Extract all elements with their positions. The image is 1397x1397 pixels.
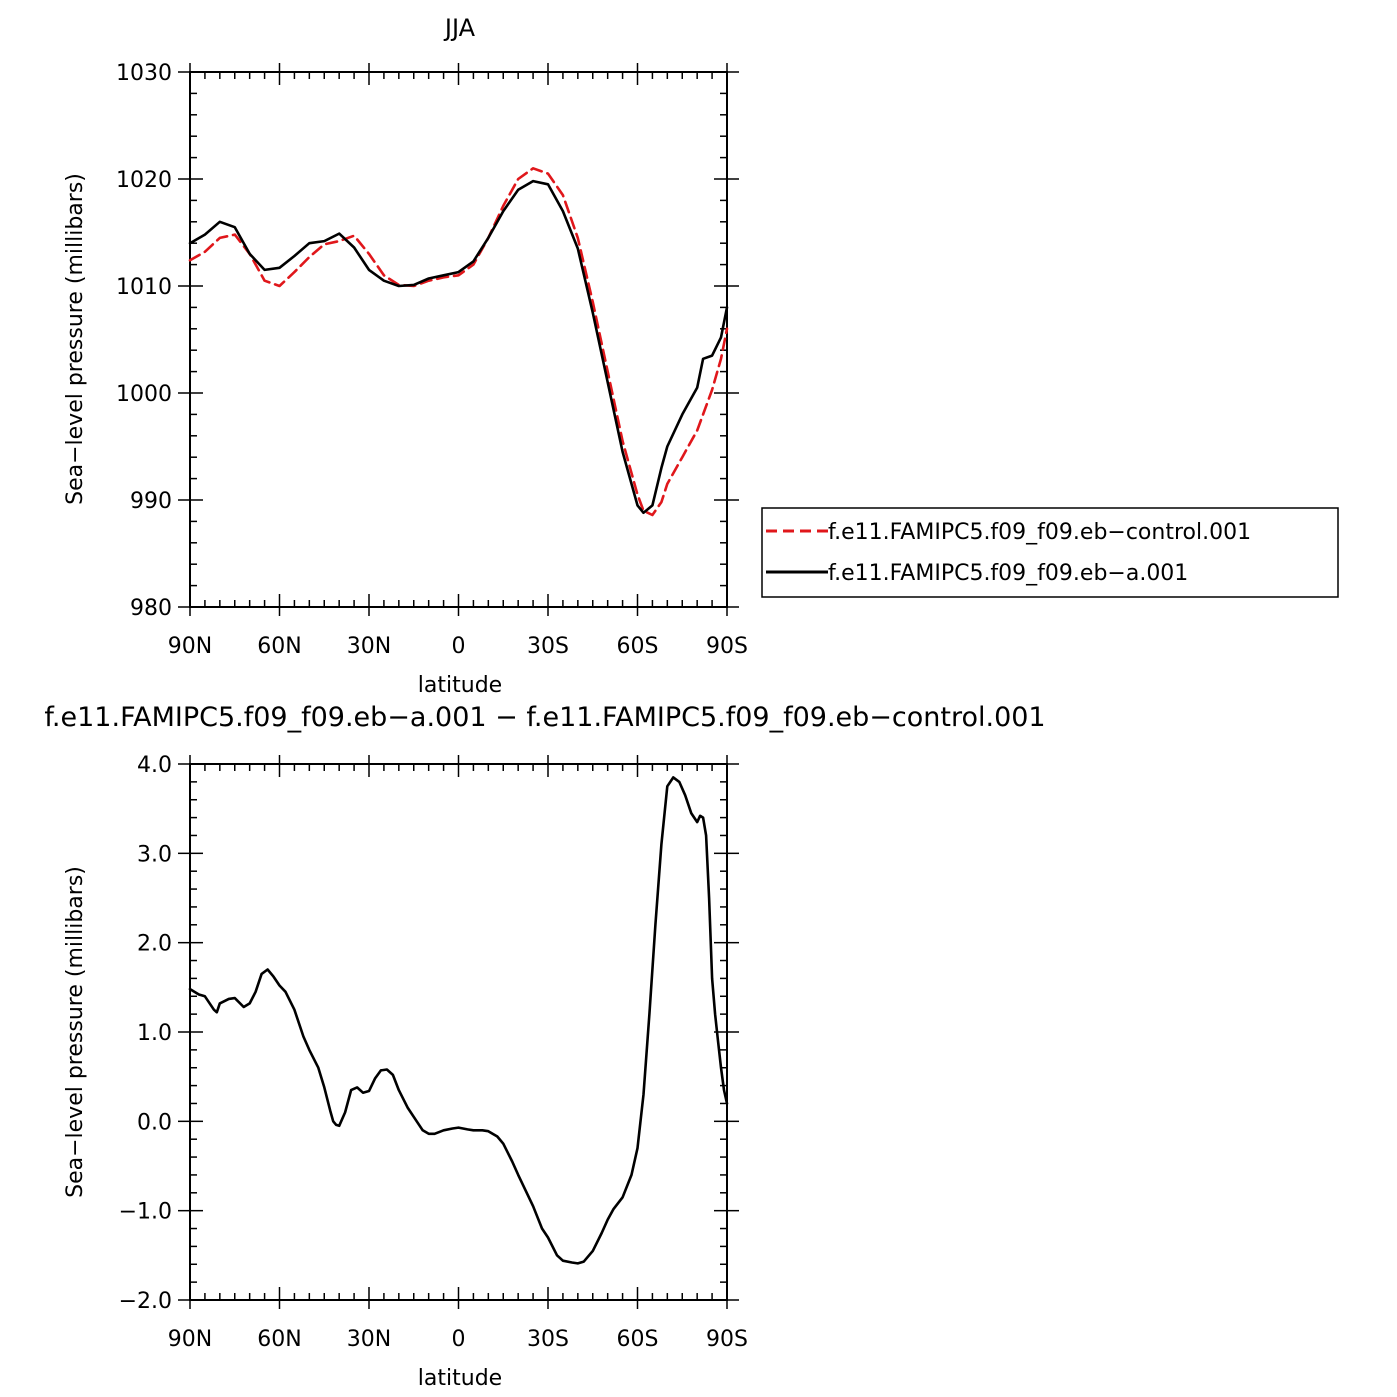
top-chart-title: JJA (443, 14, 476, 42)
top-x-tick-label: 30S (527, 634, 569, 659)
bottom-y-tick-label: 1.0 (137, 1021, 172, 1046)
top-x-tick-label: 90S (706, 634, 748, 659)
top-y-tick-label: 1010 (116, 275, 172, 300)
top-x-tick-label: 0 (452, 634, 466, 659)
bottom-y-axis-label: Sea−level pressure (millibars) (63, 866, 88, 1198)
top-y-tick-label: 1000 (116, 382, 172, 407)
bottom-x-tick-label: 90N (168, 1327, 212, 1352)
bottom-y-tick-label: −1.0 (119, 1200, 172, 1225)
top-y-tick-label: 1030 (116, 61, 172, 86)
bottom-chart: f.e11.FAMIPC5.f09_f09.eb−a.001 − f.e11.F… (44, 702, 1045, 1391)
legend: f.e11.FAMIPC5.f09_f09.eb−control.001 f.e… (761, 507, 1339, 598)
top-y-axis-label: Sea−level pressure (millibars) (63, 173, 88, 505)
top-series-lines (188, 167, 729, 517)
bottom-series-lines (188, 776, 729, 1265)
bottom-x-axis-label: latitude (418, 1366, 502, 1391)
bottom-y-tick-label: 3.0 (137, 842, 172, 867)
bottom-y-tick-label: 2.0 (137, 932, 172, 957)
top-x-axis-label: latitude (418, 673, 502, 698)
top-x-tick-label: 30N (347, 634, 391, 659)
bottom-y-tick-label: −2.0 (119, 1289, 172, 1314)
top-y-tick-label: 980 (130, 596, 172, 621)
bottom-series-line-0 (188, 776, 729, 1265)
legend-label-experiment: f.e11.FAMIPC5.f09_f09.eb−a.001 (828, 561, 1188, 586)
bottom-chart-title: f.e11.FAMIPC5.f09_f09.eb−a.001 − f.e11.F… (44, 702, 1045, 733)
top-x-tick-label: 90N (168, 634, 212, 659)
top-x-tick-label: 60N (257, 634, 301, 659)
top-x-tick-label: 60S (617, 634, 659, 659)
bottom-x-tick-label: 90S (706, 1327, 748, 1352)
top-axis-ticks: 90N 60N 30N 0 30S 60S 90S 980 990 1000 1010 1020 103… (116, 61, 748, 659)
bottom-x-tick-label: 0 (452, 1327, 466, 1352)
bottom-y-tick-label: 4.0 (137, 753, 172, 778)
bottom-x-tick-label: 30S (527, 1327, 569, 1352)
top-y-tick-label: 1020 (116, 168, 172, 193)
bottom-axis-ticks: 90N 60N 30N 0 30S 60S 90S −2.0 −1.0 0.0 1.0 2.0 3.0 4… (119, 753, 748, 1352)
bottom-x-tick-label: 60N (257, 1327, 301, 1352)
top-series-line-1 (188, 179, 729, 515)
legend-box (761, 507, 1339, 598)
bottom-x-tick-label: 60S (617, 1327, 659, 1352)
top-y-tick-label: 990 (130, 489, 172, 514)
bottom-y-tick-label: 0.0 (137, 1110, 172, 1135)
top-chart: JJA 90N 60N 30N 0 30S 60S 90S 980 990 1000 1010 102… (63, 14, 1339, 698)
bottom-x-tick-label: 30N (347, 1327, 391, 1352)
legend-label-control: f.e11.FAMIPC5.f09_f09.eb−control.001 (828, 520, 1251, 545)
